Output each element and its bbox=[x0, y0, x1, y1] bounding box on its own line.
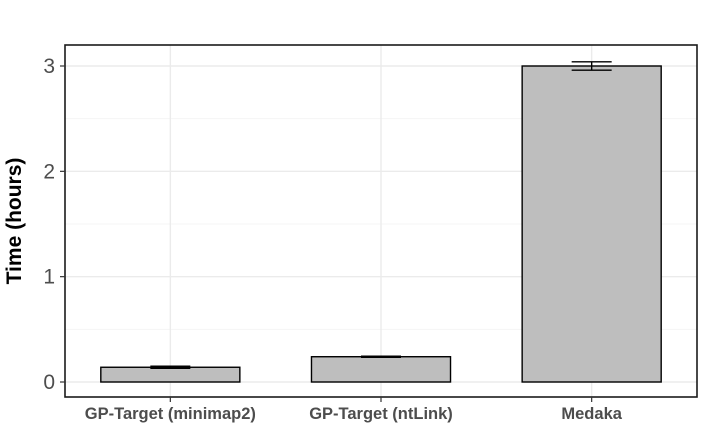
y-axis: 0 1 2 3 bbox=[43, 55, 65, 394]
y-axis-title: Time (hours) bbox=[3, 158, 26, 285]
error-bar-1 bbox=[150, 365, 191, 370]
y-tick-label: 1 bbox=[43, 266, 55, 289]
x-tick-label: Medaka bbox=[561, 405, 622, 423]
y-tick-label: 3 bbox=[43, 55, 55, 78]
error-bar-2 bbox=[361, 355, 401, 358]
bar-1 bbox=[100, 366, 241, 383]
x-tick-label: GP-Target (ntLink) bbox=[309, 405, 453, 423]
bar-2 bbox=[310, 356, 452, 383]
bar-3 bbox=[521, 65, 662, 383]
y-tick-label: 0 bbox=[43, 371, 55, 394]
y-tick-label: 2 bbox=[43, 160, 55, 183]
error-bars bbox=[150, 61, 612, 370]
error-bar-3 bbox=[571, 61, 612, 71]
x-tick-label: GP-Target (minimap2) bbox=[85, 405, 256, 423]
x-axis: GP-Target (minimap2) GP-Target (ntLink) Me… bbox=[85, 397, 623, 423]
